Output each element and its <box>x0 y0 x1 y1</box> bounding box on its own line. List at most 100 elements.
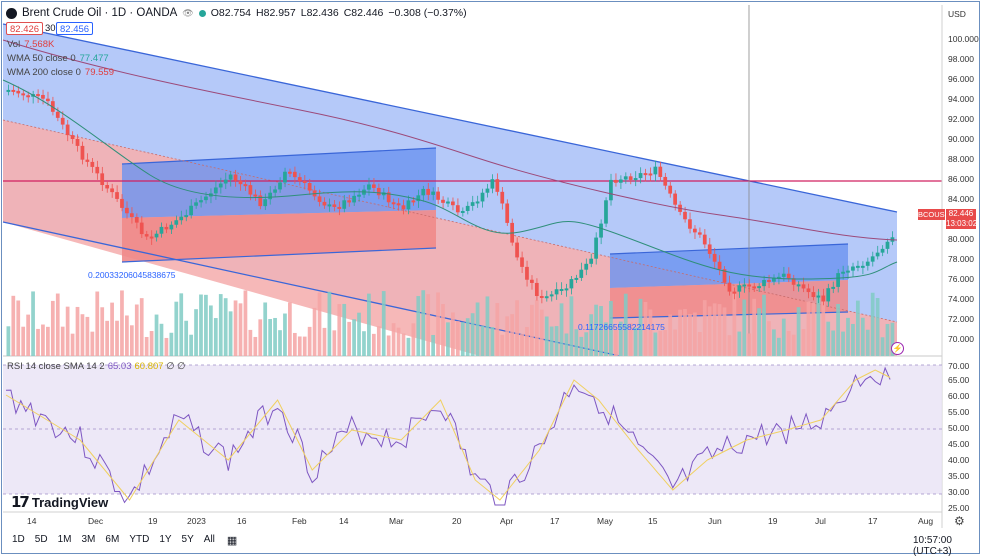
range-5d[interactable]: 5D <box>34 534 48 545</box>
volume-bar <box>525 327 529 356</box>
range-5y[interactable]: 5Y <box>181 534 194 545</box>
sell-price-button[interactable]: 82.426 <box>6 22 44 35</box>
time-tick: Dec <box>88 516 104 526</box>
volume-bar <box>673 329 677 356</box>
candle <box>569 279 574 289</box>
candle <box>213 187 218 194</box>
range-ytd[interactable]: YTD <box>129 534 150 545</box>
rsi-legend[interactable]: RSI 14 close SMA 14 2 65.03 60.807 ∅ ∅ <box>7 361 186 372</box>
tradingview-logo[interactable]: 17 TradingView <box>11 493 109 511</box>
range-1m[interactable]: 1M <box>57 534 72 545</box>
candle <box>189 205 193 216</box>
time-tick: 17 <box>550 516 560 526</box>
time-tick: Jul <box>815 516 826 526</box>
candle <box>747 284 752 287</box>
candle <box>194 202 198 206</box>
candle <box>253 194 258 197</box>
volume-bar <box>890 322 895 356</box>
candle <box>613 179 618 183</box>
volume-bar <box>836 303 840 356</box>
range-toolbar: 1D 5D 1M 3M 6M YTD 1Y 5Y All ▦ <box>12 534 237 547</box>
volume-bar <box>727 335 732 356</box>
time-tick: Apr <box>500 516 514 526</box>
volume-bar <box>618 321 623 356</box>
price-tick: 98.000 <box>948 54 974 64</box>
volume-bar <box>288 302 292 356</box>
volume-bar <box>683 309 687 356</box>
volume-bar <box>870 292 875 356</box>
bolt-icon[interactable]: ⚡ <box>891 342 904 355</box>
volume-bar <box>791 334 796 356</box>
volume-legend[interactable]: Vol 7.568K <box>7 39 55 50</box>
candle <box>702 234 707 245</box>
volume-bar <box>55 293 60 356</box>
range-1y[interactable]: 1Y <box>159 534 172 545</box>
calendar-icon[interactable]: ▦ <box>226 535 238 547</box>
candle <box>60 117 65 125</box>
candle <box>604 200 608 224</box>
currency-label[interactable]: USD <box>948 9 966 19</box>
volume-bar <box>559 303 564 356</box>
volume-bar <box>307 326 312 356</box>
volume-bar <box>643 301 648 356</box>
candle <box>836 273 840 287</box>
rsi-tick: 35.00 <box>948 471 970 481</box>
volume-bar <box>26 314 30 356</box>
range-all[interactable]: All <box>203 534 215 545</box>
wma50-legend[interactable]: WMA 50 close 0 77.477 <box>7 53 109 64</box>
range-3m[interactable]: 3M <box>81 534 96 545</box>
time-tick: 16 <box>237 516 247 526</box>
volume-bar <box>530 304 534 356</box>
volume-bar <box>500 334 505 356</box>
rsi-tick: 55.00 <box>948 407 970 417</box>
price-tick: 72.000 <box>948 314 974 324</box>
volume-bar <box>702 300 707 356</box>
candle <box>90 161 95 167</box>
volume-bar <box>717 304 722 356</box>
volume-bar <box>376 326 381 356</box>
candle <box>841 271 845 274</box>
volume-bar <box>218 294 223 356</box>
candle <box>342 200 347 209</box>
wma200-legend[interactable]: WMA 200 close 0 79.559 <box>7 67 114 78</box>
candle <box>515 242 519 258</box>
candle <box>633 178 638 181</box>
price-tick: 86.000 <box>948 174 974 184</box>
candle <box>465 205 470 211</box>
candle <box>441 199 445 203</box>
candle <box>732 291 737 294</box>
candle <box>475 201 480 204</box>
volume-bar <box>208 305 213 356</box>
clock[interactable]: 10:57:00 (UTC+3) <box>913 535 952 557</box>
candle <box>500 191 505 204</box>
buy-price-button[interactable]: 82.456 <box>56 22 94 35</box>
volume-bar <box>539 309 544 356</box>
symbol-title[interactable]: Brent Crude Oil · 1D · OANDA <box>22 7 178 19</box>
volume-bar <box>772 329 776 356</box>
range-6m[interactable]: 6M <box>105 534 120 545</box>
candle <box>673 193 677 205</box>
rsi-tick: 30.00 <box>948 487 970 497</box>
volume-bar <box>426 294 431 356</box>
visibility-icon[interactable]: 👁 <box>182 7 194 18</box>
volume-bar <box>31 291 35 356</box>
market-open-icon <box>198 9 206 17</box>
volume-bar <box>396 327 401 356</box>
volume-bar <box>515 300 519 356</box>
gear-icon[interactable]: ⚙ <box>954 514 965 528</box>
volume-bar <box>317 292 322 356</box>
volume-bar <box>490 327 495 356</box>
volume-bar <box>579 336 584 356</box>
volume-bar <box>722 307 727 356</box>
last-price-tag: 82.446 13:03:02 <box>946 209 977 229</box>
volume-bar <box>752 298 757 356</box>
time-tick: Jun <box>708 516 722 526</box>
rsi-tick: 70.00 <box>948 361 970 371</box>
candle <box>870 256 875 262</box>
candle <box>762 279 766 287</box>
volume-bar <box>846 317 850 356</box>
last-price: 82.446 <box>948 209 974 218</box>
range-1d[interactable]: 1D <box>12 534 25 545</box>
volume-bar <box>105 320 110 356</box>
